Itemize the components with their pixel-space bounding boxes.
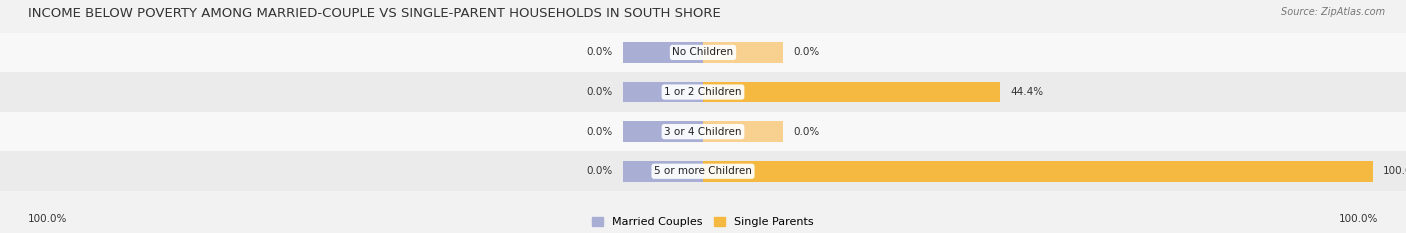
Bar — [703, 161, 1372, 182]
Text: No Children: No Children — [672, 48, 734, 57]
Text: 100.0%: 100.0% — [1382, 166, 1406, 176]
Text: Source: ZipAtlas.com: Source: ZipAtlas.com — [1281, 7, 1385, 17]
Text: 1 or 2 Children: 1 or 2 Children — [664, 87, 742, 97]
Bar — [0, 151, 1406, 191]
Bar — [0, 33, 1406, 72]
Bar — [703, 121, 783, 142]
Text: 0.0%: 0.0% — [586, 48, 613, 57]
Text: 100.0%: 100.0% — [1339, 214, 1378, 224]
Bar — [623, 42, 703, 63]
Bar — [623, 121, 703, 142]
Text: 100.0%: 100.0% — [28, 214, 67, 224]
Bar — [0, 72, 1406, 112]
Text: 0.0%: 0.0% — [586, 87, 613, 97]
Text: 5 or more Children: 5 or more Children — [654, 166, 752, 176]
Text: 0.0%: 0.0% — [793, 48, 820, 57]
Text: 0.0%: 0.0% — [586, 127, 613, 137]
Text: INCOME BELOW POVERTY AMONG MARRIED-COUPLE VS SINGLE-PARENT HOUSEHOLDS IN SOUTH S: INCOME BELOW POVERTY AMONG MARRIED-COUPL… — [28, 7, 721, 20]
Text: 3 or 4 Children: 3 or 4 Children — [664, 127, 742, 137]
Bar — [703, 82, 1000, 102]
Bar — [623, 161, 703, 182]
Bar — [623, 82, 703, 102]
Legend: Married Couples, Single Parents: Married Couples, Single Parents — [592, 217, 814, 227]
Bar — [703, 42, 783, 63]
Bar — [0, 112, 1406, 151]
Text: 0.0%: 0.0% — [793, 127, 820, 137]
Text: 44.4%: 44.4% — [1011, 87, 1043, 97]
Text: 0.0%: 0.0% — [586, 166, 613, 176]
